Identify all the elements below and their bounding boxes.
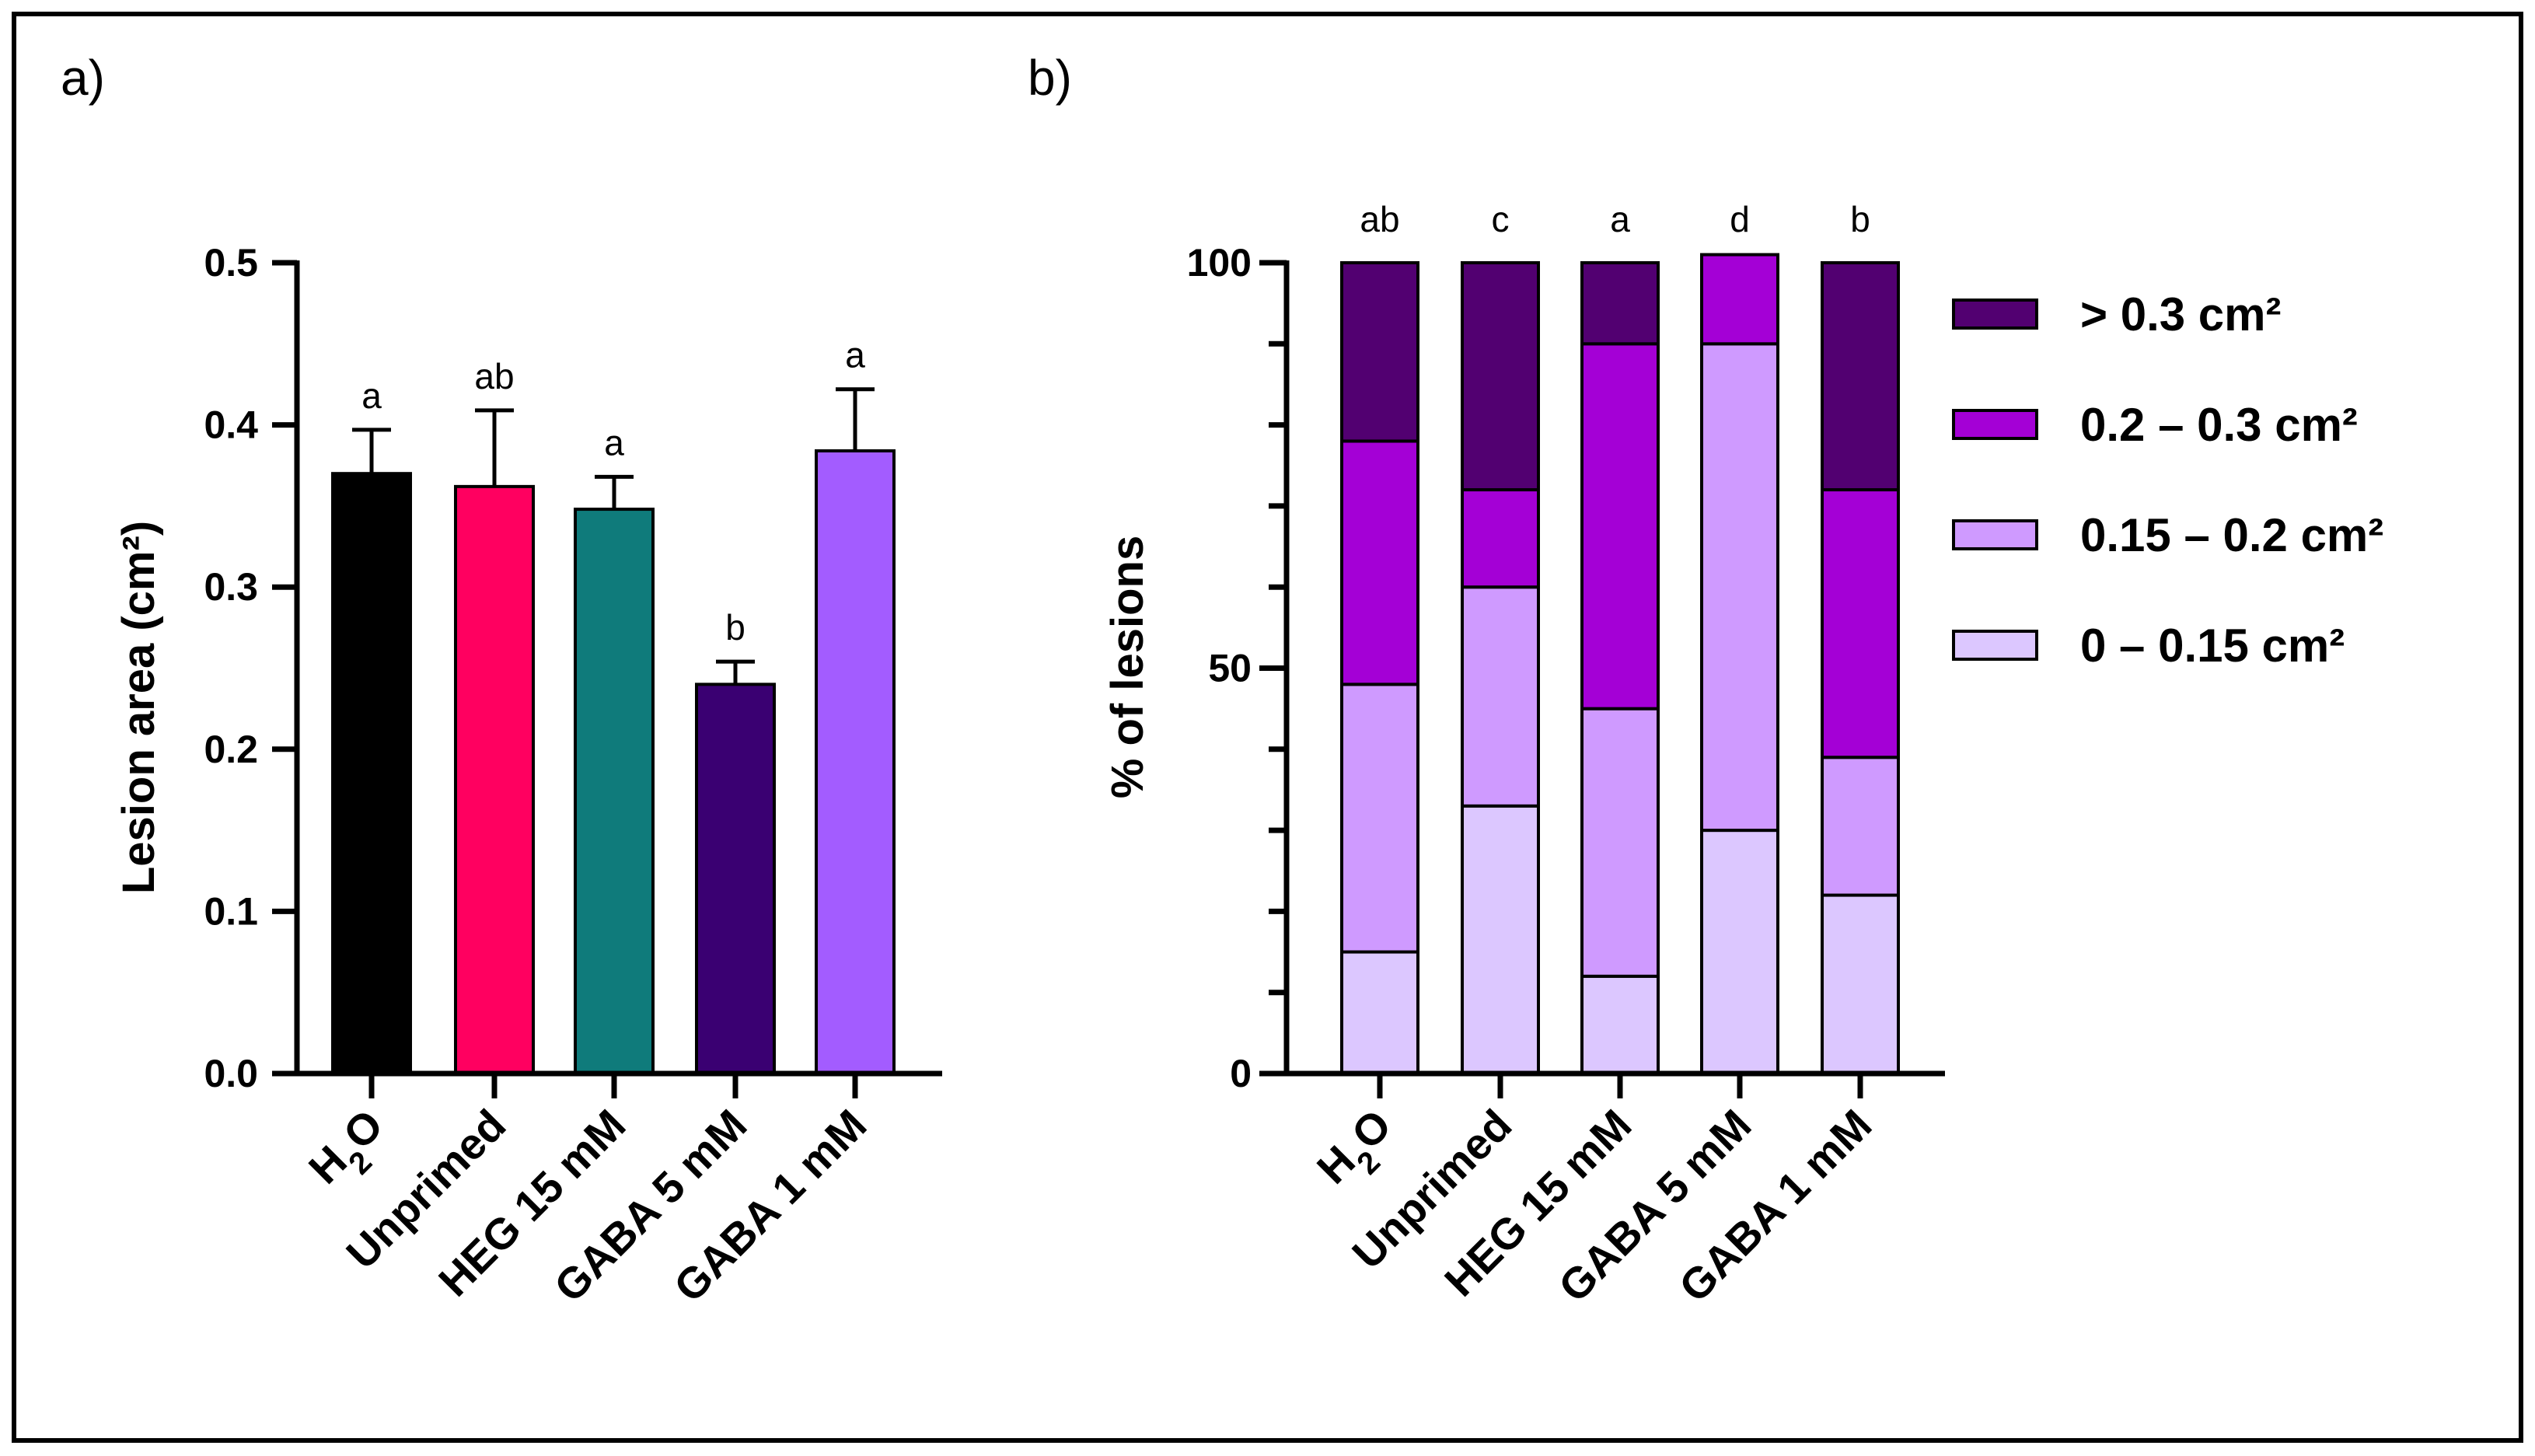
panel-b-y-ticks: 0 50 100 bbox=[1187, 241, 1287, 1095]
panel-b-bar-segment bbox=[1821, 488, 1900, 759]
panel-b-significance-label: d bbox=[1730, 199, 1750, 239]
panel-a-significance-label: a bbox=[604, 422, 624, 463]
panel-b-bar-segment bbox=[1461, 488, 1540, 589]
panel-a-y-tick-label: 0.4 bbox=[204, 403, 258, 447]
panel-b-bar-segment bbox=[1821, 756, 1900, 897]
panel-a-bars bbox=[331, 449, 896, 1075]
panel-b-stacked-bars bbox=[1340, 253, 1900, 1076]
panel-b-significance-labels: ab c a d b bbox=[1360, 199, 1870, 239]
panel-b-bar-segment bbox=[1580, 974, 1660, 1075]
panel-b-bar-segment bbox=[1700, 253, 1779, 346]
panel-a-bar bbox=[695, 683, 776, 1075]
panel-b-significance-label: b bbox=[1850, 199, 1870, 239]
panel-b-legend-label: 0 – 0.15 cm² bbox=[2080, 620, 2345, 672]
panel-a-significance-label: a bbox=[845, 335, 865, 375]
panel-b-significance-label: ab bbox=[1360, 199, 1399, 239]
panel-a-bar bbox=[454, 484, 535, 1075]
panel-b-legend-label: 0.15 – 0.2 cm² bbox=[2080, 509, 2383, 561]
panel-a-bar bbox=[574, 508, 655, 1075]
panel-b-legend-swatch bbox=[1952, 519, 2038, 550]
panel-b-legend-swatch bbox=[1952, 409, 2038, 440]
panel-b-legend-swatch bbox=[1952, 299, 2038, 330]
panel-b-bar-segment bbox=[1461, 804, 1540, 1076]
figure-frame bbox=[12, 12, 2523, 1443]
panel-b-bar-segment bbox=[1340, 439, 1419, 686]
panel-a-y-tick-label: 0.3 bbox=[204, 565, 258, 609]
panel-a-y-tick-label: 0.0 bbox=[204, 1052, 258, 1095]
panel-b-y-tick-label: 100 bbox=[1187, 241, 1252, 285]
panel-a-y-tick-label: 0.5 bbox=[204, 241, 258, 285]
panel-a-bar bbox=[815, 449, 896, 1075]
panel-a-error-bars bbox=[352, 387, 875, 685]
panel-b-bar-segment bbox=[1821, 261, 1900, 492]
panel-a-y-tick-label: 0.2 bbox=[204, 728, 258, 771]
panel-b-bar-segment bbox=[1580, 261, 1660, 346]
panel-b-bar-segment bbox=[1700, 342, 1779, 833]
panel-b-y-tick-label: 0 bbox=[1230, 1052, 1252, 1095]
panel-b-y-tick-label: 50 bbox=[1208, 647, 1252, 690]
panel-b-bar-segment bbox=[1340, 683, 1419, 954]
panel-a-bar bbox=[331, 472, 412, 1075]
panel-a-y-ticks: 0.0 0.1 0.2 0.3 0.4 0.5 bbox=[204, 241, 297, 1095]
panel-b-bar-segment bbox=[1700, 829, 1779, 1075]
panel-b-bar-segment bbox=[1821, 893, 1900, 1076]
panel-b-bar-segment bbox=[1340, 261, 1419, 443]
panel-b-y-axis-title: % of lesions bbox=[1102, 536, 1153, 798]
panel-b-legend-label: > 0.3 cm² bbox=[2080, 288, 2282, 340]
panel-a-label: a) bbox=[61, 50, 105, 106]
panel-b-bar-segment bbox=[1340, 950, 1419, 1076]
panel-b-bar-segment bbox=[1461, 261, 1540, 492]
panel-b-significance-label: a bbox=[1610, 199, 1630, 239]
panel-b-legend-label: 0.2 – 0.3 cm² bbox=[2080, 399, 2358, 451]
panel-b-bar-segment bbox=[1580, 707, 1660, 978]
panel-b-significance-label: c bbox=[1492, 199, 1510, 239]
panel-b-legend-swatch bbox=[1952, 630, 2038, 661]
panel-b-bar-segment bbox=[1461, 585, 1540, 808]
panel-a-significance-label: a bbox=[361, 375, 382, 416]
panel-a-y-tick-label: 0.1 bbox=[204, 889, 258, 933]
panel-a-y-axis-title: Lesion area (cm²) bbox=[113, 521, 164, 894]
panel-a-significance-label: ab bbox=[474, 356, 514, 396]
panel-b-label: b) bbox=[1028, 50, 1072, 106]
panel-b-legend: > 0.3 cm² 0.2 – 0.3 cm² 0.15 – 0.2 cm² 0 – … bbox=[1952, 288, 2383, 672]
panel-b-bar-segment bbox=[1580, 342, 1660, 711]
panel-a-significance-label: b bbox=[725, 607, 745, 648]
